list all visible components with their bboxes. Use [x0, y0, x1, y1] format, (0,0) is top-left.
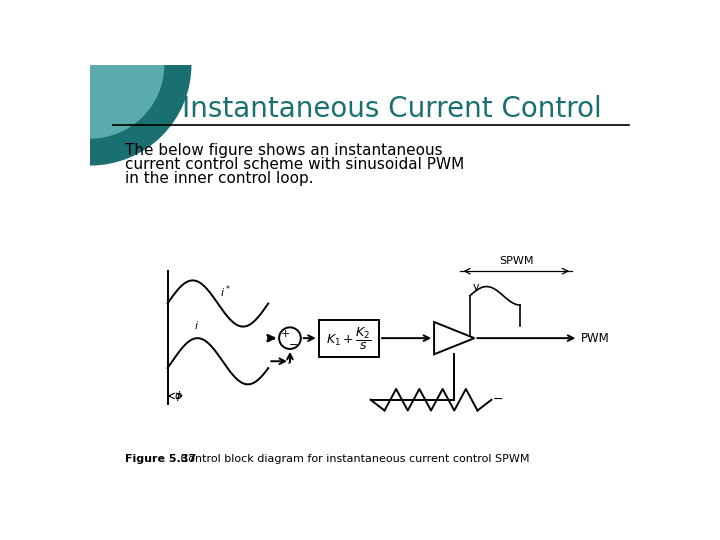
Text: $-$: $-$ [492, 392, 503, 404]
Text: Instantaneous Current Control: Instantaneous Current Control [182, 96, 602, 124]
Text: v: v [473, 282, 480, 292]
Text: PWM: PWM [580, 332, 609, 345]
Text: current control scheme with sinusoidal PWM: current control scheme with sinusoidal P… [125, 157, 464, 172]
Text: +: + [281, 329, 290, 339]
Text: SPWM: SPWM [499, 256, 534, 266]
Text: Control block diagram for instantaneous current control SPWM: Control block diagram for instantaneous … [170, 455, 529, 464]
Text: $-$: $-$ [288, 338, 298, 348]
Text: in the inner control loop.: in the inner control loop. [125, 171, 313, 186]
Bar [319, 320, 379, 356]
Text: The below figure shows an instantaneous: The below figure shows an instantaneous [125, 143, 443, 158]
Text: Figure 5.37: Figure 5.37 [125, 455, 196, 464]
Polygon shape [434, 322, 474, 354]
Circle shape [0, 0, 191, 165]
Text: $i$: $i$ [194, 319, 199, 332]
Circle shape [17, 0, 163, 138]
Text: $K_1+\dfrac{K_2}{s}$: $K_1+\dfrac{K_2}{s}$ [326, 326, 372, 352]
Text: +: + [437, 326, 446, 336]
Text: $\phi$: $\phi$ [174, 389, 183, 403]
Text: $i^*$: $i^*$ [220, 283, 230, 300]
Text: $-$: $-$ [436, 340, 446, 350]
Text: $i$: $i$ [287, 354, 292, 366]
